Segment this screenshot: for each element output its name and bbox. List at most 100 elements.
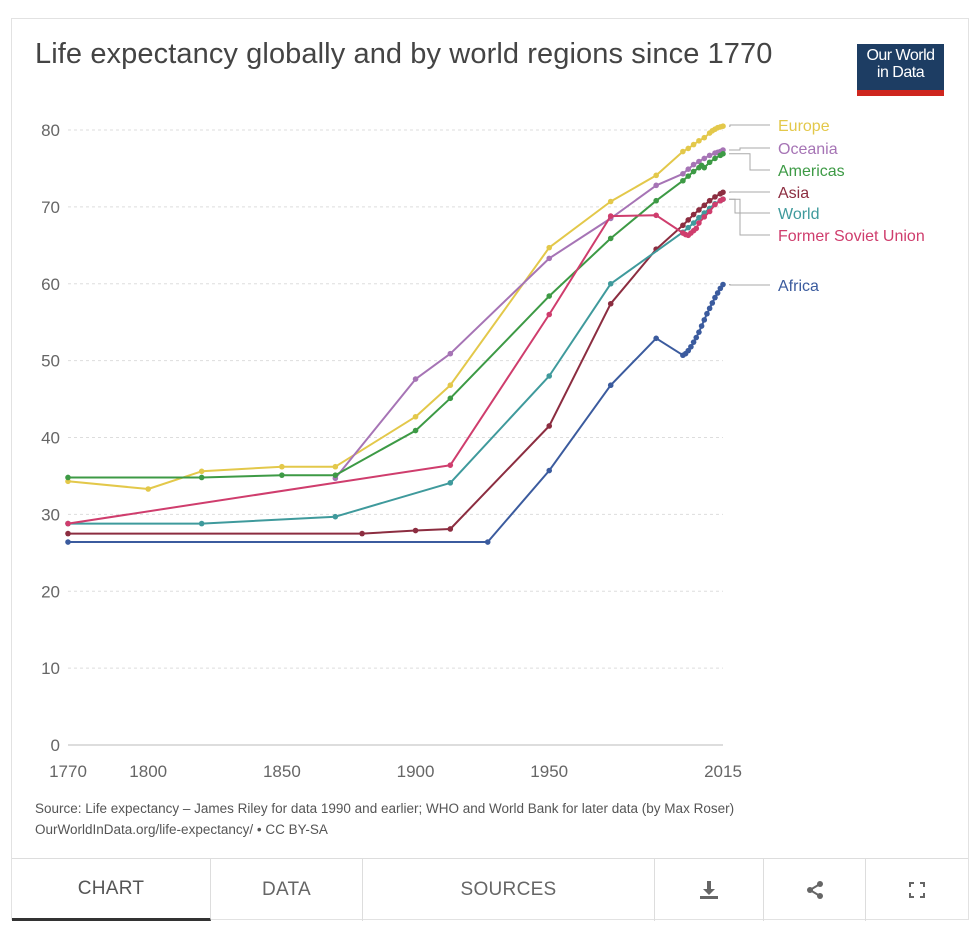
data-point [607, 213, 614, 219]
series-line [68, 283, 724, 543]
data-point [607, 280, 614, 287]
data-point [607, 198, 614, 205]
series-line [67, 125, 724, 490]
data-point [685, 224, 692, 231]
legend-label: Asia [778, 185, 809, 202]
tab-chart[interactable]: CHART [12, 859, 211, 921]
download-icon [700, 881, 718, 899]
series-africa [65, 281, 726, 545]
data-point [198, 474, 205, 481]
owid-logo[interactable]: Our World in Data [857, 44, 944, 96]
data-point [412, 376, 419, 382]
data-point [447, 350, 454, 357]
data-point [696, 207, 702, 213]
share-icon [806, 881, 823, 899]
share-button[interactable] [764, 859, 866, 921]
data-point [714, 290, 721, 296]
data-point [696, 214, 702, 221]
data-point [690, 161, 697, 168]
data-point [279, 463, 285, 470]
y-tick-label: 40 [41, 429, 60, 448]
data-point [607, 382, 614, 389]
data-point [706, 305, 713, 312]
grid-lines [68, 129, 723, 746]
data-point [359, 530, 365, 537]
chart-card [11, 18, 969, 920]
data-point [696, 220, 702, 226]
data-point [447, 382, 454, 389]
data-point [685, 166, 692, 173]
data-point [690, 339, 697, 345]
data-point [447, 480, 454, 486]
legend-label: Americas [778, 163, 845, 180]
data-point [607, 300, 614, 307]
series-europe [65, 123, 726, 492]
data-point [145, 486, 152, 492]
legend-connector [729, 284, 770, 286]
x-tick-label: 1850 [263, 762, 301, 781]
data-point [412, 527, 419, 534]
data-point [65, 539, 71, 545]
data-point [546, 423, 553, 429]
logo-line2: in Data [876, 64, 925, 81]
legend-connector [729, 124, 770, 127]
data-point [706, 197, 713, 204]
y-tick-label: 60 [41, 275, 60, 294]
series-line [67, 198, 724, 525]
data-point [720, 123, 726, 129]
y-tick-label: 80 [41, 121, 60, 140]
data-point [690, 141, 697, 148]
data-point [698, 323, 705, 329]
data-point [720, 196, 726, 202]
data-point [680, 222, 686, 229]
data-point [685, 173, 692, 179]
chart-title: Life expectancy globally and by world re… [35, 38, 773, 70]
data-point [65, 520, 71, 527]
y-tick-label: 10 [41, 659, 60, 678]
fullscreen-button[interactable] [866, 859, 968, 921]
fullscreen-icon [909, 882, 925, 898]
data-point [709, 300, 716, 306]
data-point [693, 334, 700, 341]
x-tick-label: 2015 [704, 762, 742, 781]
line-chart: 0 10 20 30 40 50 60 70 80 1770 1800 1850 1900 1950 20… [41, 118, 925, 781]
data-point [653, 182, 659, 189]
legend-connector [729, 198, 770, 236]
source-note: Source: Life expectancy – James Riley fo… [35, 798, 734, 840]
data-point [653, 335, 659, 342]
data-point [690, 220, 697, 226]
data-point [412, 427, 419, 434]
data-point [447, 526, 454, 532]
data-point [690, 168, 697, 175]
data-point [685, 145, 692, 152]
data-point [712, 155, 718, 162]
data-point [653, 212, 659, 219]
data-point [546, 244, 553, 251]
series-americas [65, 151, 726, 481]
x-tick-label: 1800 [129, 762, 167, 781]
tab-data[interactable]: DATA [211, 859, 363, 921]
logo-bar [857, 90, 944, 96]
x-axis-ticks: 1770 1800 1850 1900 1950 2015 [49, 762, 742, 781]
data-point [701, 202, 708, 209]
x-tick-label: 1770 [49, 762, 87, 781]
data-point [693, 225, 700, 232]
tab-sources[interactable]: SOURCES [363, 859, 655, 921]
series-oceania [332, 147, 726, 482]
data-point [706, 208, 713, 215]
download-button[interactable] [655, 859, 764, 921]
series-former-soviet-union [65, 196, 726, 527]
data-point [332, 513, 339, 520]
data-point [279, 472, 285, 478]
data-point [704, 310, 710, 317]
data-point [696, 329, 702, 335]
data-point [701, 164, 708, 171]
data-point [546, 467, 553, 474]
data-point [701, 214, 708, 220]
data-point [198, 520, 205, 527]
logo-line1: Our World [866, 47, 935, 64]
data-point [712, 201, 718, 208]
data-point [332, 463, 339, 470]
x-tick-label: 1950 [530, 762, 568, 781]
y-tick-label: 0 [51, 736, 60, 755]
